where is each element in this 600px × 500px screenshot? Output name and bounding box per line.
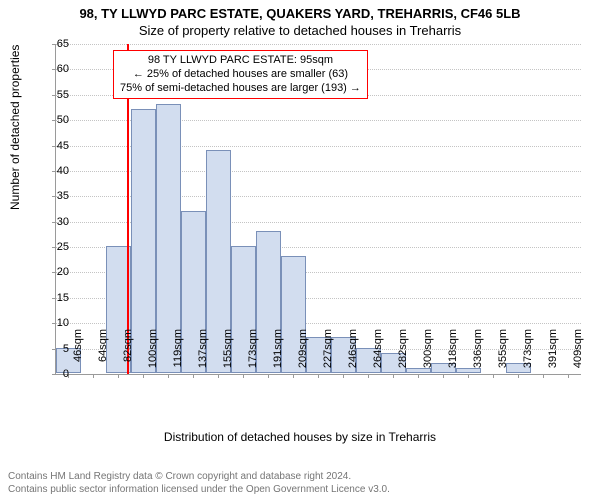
ytick-label: 60 [39, 63, 69, 75]
page-subtitle: Size of property relative to detached ho… [0, 21, 600, 38]
ytick-label: 65 [39, 38, 69, 50]
xtick-label: 46sqm [72, 329, 84, 379]
footer-line-2: Contains public sector information licen… [8, 484, 390, 497]
ytick-label: 0 [39, 368, 69, 380]
xtick-mark [543, 374, 544, 378]
xtick-mark [318, 374, 319, 378]
xtick-label: 64sqm [97, 329, 109, 379]
histogram-chart: 98 TY LLWYD PARC ESTATE: 95sqm ← 25% of … [55, 44, 580, 374]
ytick-label: 10 [39, 317, 69, 329]
ytick-label: 5 [39, 343, 69, 355]
xtick-mark [143, 374, 144, 378]
xtick-label: 246sqm [347, 329, 359, 379]
annotation-line-1: 98 TY LLWYD PARC ESTATE: 95sqm [120, 54, 361, 68]
xtick-label: 264sqm [372, 329, 384, 379]
xtick-label: 155sqm [222, 329, 234, 379]
ytick-label: 25 [39, 241, 69, 253]
x-axis-label: Distribution of detached houses by size … [0, 430, 600, 444]
annotation-box: 98 TY LLWYD PARC ESTATE: 95sqm ← 25% of … [113, 50, 368, 99]
xtick-label: 409sqm [572, 329, 584, 379]
ytick-label: 30 [39, 216, 69, 228]
xtick-label: 137sqm [197, 329, 209, 379]
xtick-mark [218, 374, 219, 378]
ytick-label: 35 [39, 190, 69, 202]
xtick-label: 100sqm [147, 329, 159, 379]
ytick-label: 20 [39, 266, 69, 278]
xtick-mark [518, 374, 519, 378]
xtick-label: 282sqm [397, 329, 409, 379]
ytick-label: 45 [39, 140, 69, 152]
annotation-line-2: ← 25% of detached houses are smaller (63… [120, 68, 361, 82]
xtick-mark [243, 374, 244, 378]
xtick-label: 82sqm [122, 329, 134, 379]
xtick-mark [118, 374, 119, 378]
xtick-mark [443, 374, 444, 378]
xtick-mark [268, 374, 269, 378]
xtick-mark [418, 374, 419, 378]
xtick-mark [493, 374, 494, 378]
xtick-label: 209sqm [297, 329, 309, 379]
xtick-mark [293, 374, 294, 378]
page-title: 98, TY LLWYD PARC ESTATE, QUAKERS YARD, … [0, 0, 600, 21]
xtick-mark [468, 374, 469, 378]
xtick-mark [343, 374, 344, 378]
xtick-mark [393, 374, 394, 378]
ytick-label: 15 [39, 292, 69, 304]
xtick-label: 119sqm [172, 329, 184, 379]
footer-line-1: Contains HM Land Registry data © Crown c… [8, 471, 390, 484]
xtick-label: 300sqm [422, 329, 434, 379]
xtick-label: 373sqm [522, 329, 534, 379]
y-axis-label: Number of detached properties [8, 45, 22, 210]
xtick-mark [168, 374, 169, 378]
ytick-label: 55 [39, 89, 69, 101]
xtick-mark [568, 374, 569, 378]
xtick-mark [93, 374, 94, 378]
ytick-label: 40 [39, 165, 69, 177]
xtick-label: 355sqm [497, 329, 509, 379]
xtick-label: 191sqm [272, 329, 284, 379]
ytick-label: 50 [39, 114, 69, 126]
annotation-line-3: 75% of semi-detached houses are larger (… [120, 82, 361, 96]
xtick-mark [193, 374, 194, 378]
xtick-label: 336sqm [472, 329, 484, 379]
xtick-label: 173sqm [247, 329, 259, 379]
xtick-label: 391sqm [547, 329, 559, 379]
xtick-label: 318sqm [447, 329, 459, 379]
gridline [56, 44, 581, 45]
footer-attribution: Contains HM Land Registry data © Crown c… [8, 471, 390, 496]
xtick-mark [368, 374, 369, 378]
xtick-label: 227sqm [322, 329, 334, 379]
